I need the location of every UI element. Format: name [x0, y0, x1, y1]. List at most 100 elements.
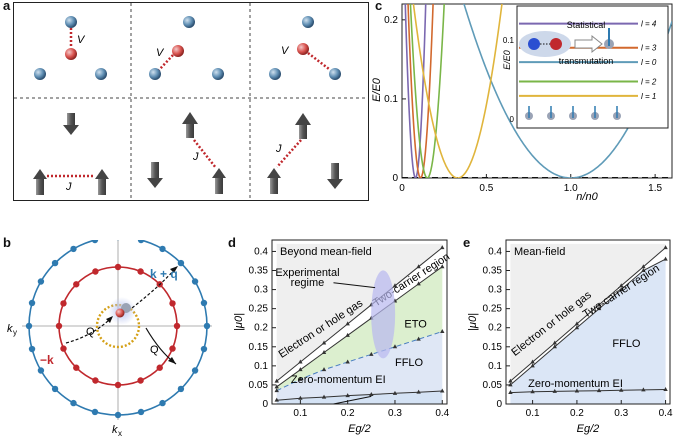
- panel-title: Beyond mean-field: [280, 246, 372, 258]
- outer-momentum-dot: [70, 399, 77, 407]
- region-fill-gas: [510, 247, 666, 385]
- outer-momentum-dot: [70, 245, 77, 253]
- interaction-v-line: [158, 54, 174, 71]
- y-tick-label: 0.35: [249, 266, 269, 277]
- boundary-marker: [392, 390, 398, 395]
- boundary-marker: [641, 387, 646, 392]
- y-tick-label: 0.3: [488, 285, 502, 296]
- inset-level-label: l = 0: [641, 58, 657, 67]
- particle-blue: [329, 68, 341, 80]
- boundary-marker: [641, 268, 646, 273]
- boundary-marker: [416, 336, 421, 341]
- boundary-marker: [663, 245, 668, 250]
- spin-arrow-up: [267, 168, 281, 194]
- plot-frame: [505, 239, 671, 405]
- middle-momentum-dot: [60, 300, 67, 307]
- region-label-eto: ETO: [404, 319, 427, 331]
- boundary-marker: [596, 306, 602, 311]
- panel-c-chart: 0 0.5 1.0 1.500.10.2n/n0E/E0E/E00.10l = 4l …: [372, 3, 673, 203]
- boundary-marker: [369, 351, 374, 356]
- particle-blue: [269, 68, 281, 80]
- boundary-marker: [321, 367, 327, 372]
- y-tick-label: 0.2: [488, 323, 502, 334]
- inset-y-tick: 0: [510, 115, 515, 124]
- spin-arrow-down: [63, 113, 79, 135]
- inset-electron: [528, 38, 540, 50]
- middle-momentum-dot: [73, 281, 80, 288]
- panel-label-e: e: [463, 235, 471, 250]
- j-label: J: [192, 151, 199, 163]
- particle-red: [65, 48, 77, 60]
- middle-momentum-dot: [55, 322, 63, 330]
- panel-label-c: c: [375, 0, 383, 13]
- boundary-marker: [641, 264, 646, 269]
- x-tick-label: 0.4: [435, 408, 449, 419]
- inset-y-label: E/E0: [502, 50, 512, 70]
- outer-momentum-dot: [137, 240, 145, 244]
- boundary-marker: [619, 283, 624, 288]
- inset-transmutation-arrow: [574, 34, 603, 54]
- outer-momentum-dot: [191, 278, 199, 285]
- middle-momentum-dot: [60, 345, 67, 352]
- middle-momentum-dot: [137, 377, 144, 384]
- boundary-marker: [298, 367, 303, 372]
- y-tick-label: 0: [262, 399, 268, 410]
- panel-label-b: b: [3, 235, 11, 250]
- outer-momentum-dot: [28, 299, 36, 307]
- particle-blue: [183, 16, 195, 28]
- panel-d-chart: 0.1 0.2 0.3 0.4 0 0.05 0.1 0.15 0.2 0.25 0.3 0.35 0.…: [233, 239, 452, 435]
- kx-subscript: x: [118, 429, 122, 437]
- y-tick-label: 0: [392, 173, 398, 184]
- boundary-marker: [298, 359, 303, 364]
- region-fill-eto: [276, 266, 443, 391]
- y-tick-label: 0: [496, 399, 502, 410]
- outer-momentum-dot: [203, 322, 211, 330]
- particle-blue: [95, 68, 107, 80]
- boundary-marker: [321, 350, 327, 355]
- spin-arrow-down: [147, 162, 163, 188]
- x-tick-label: 0.2: [570, 408, 584, 419]
- x-axis-label: n/n0: [576, 191, 598, 203]
- x-tick-label: 1.5: [648, 183, 662, 194]
- panel-e-chart: 0.1 0.2 0.3 0.4 0 0.05 0.1 0.15 0.2 0.25 0.3 0.35 0.…: [467, 239, 673, 435]
- panel-a: V V V J J J: [13, 2, 369, 201]
- boundary-marker: [440, 245, 445, 250]
- v-label: V: [156, 47, 165, 59]
- boundary-marker: [552, 340, 557, 345]
- outer-momentum-dot: [177, 385, 185, 393]
- kx-label: k: [112, 424, 118, 436]
- boundary-marker: [274, 378, 279, 383]
- region-fill-fflo: [276, 331, 443, 401]
- outer-momentum-dot: [91, 240, 99, 244]
- boundary-marker: [345, 393, 350, 398]
- boundary-marker: [369, 391, 374, 396]
- y-axis-label: |μ0|: [233, 313, 245, 331]
- experimental-regime-blob: [371, 270, 396, 359]
- particle-blue: [34, 68, 46, 80]
- boundary-marker: [416, 264, 421, 269]
- panel-a-frame: [13, 2, 369, 201]
- boundary-marker: [552, 344, 557, 349]
- boundary-marker: [392, 283, 398, 288]
- y-tick-label: 0.4: [488, 246, 502, 257]
- boundary-marker: [274, 388, 279, 393]
- ky-subscript: y: [13, 328, 17, 337]
- panel-title: Mean-field: [514, 246, 565, 258]
- lower-boundary-line: [276, 266, 443, 388]
- middle-momentum-dot: [114, 263, 122, 271]
- boundary-marker: [392, 344, 398, 349]
- x-axis-label: Eg/2: [577, 423, 600, 435]
- spin-arrow-up: [95, 169, 109, 195]
- series-curve: [463, 4, 672, 178]
- boundary-marker: [321, 394, 327, 399]
- x-tick-label: 0.3: [388, 408, 402, 419]
- particle-blue: [149, 68, 161, 80]
- boundary-marker: [345, 359, 350, 364]
- panel-b: Q Q k + q −k k x k y: [7, 240, 212, 437]
- regime-label: regime: [291, 277, 325, 289]
- inset-level-label: l = 4: [641, 20, 657, 29]
- region-fill-fflo: [510, 259, 666, 404]
- momentum-points: [25, 240, 211, 419]
- middle-momentum-dot: [137, 268, 144, 275]
- y-tick-label: 0.05: [249, 380, 269, 391]
